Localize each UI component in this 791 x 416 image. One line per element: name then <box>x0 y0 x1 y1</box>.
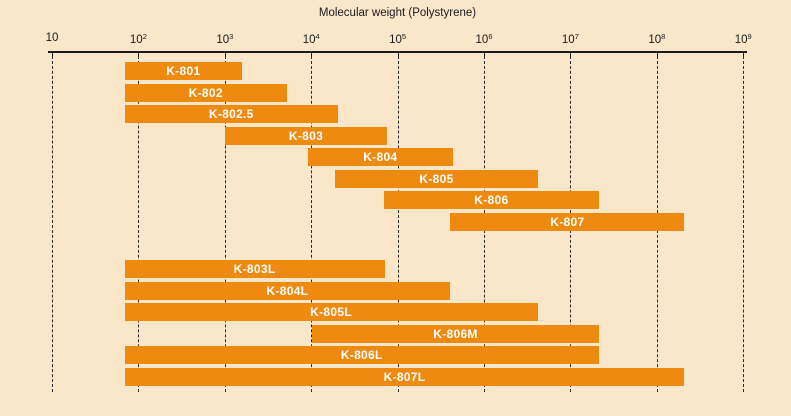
vertical-gridline <box>138 56 140 392</box>
bar-label: K-807 <box>550 214 585 229</box>
mw-range-bar: K-802.5 <box>124 105 338 123</box>
x-axis-tick-label: 102 <box>129 32 147 46</box>
x-axis-tick-mark <box>570 53 572 58</box>
x-axis-tick-mark <box>224 53 226 58</box>
x-axis-tick-mark <box>484 53 485 58</box>
vertical-gridline <box>224 56 226 392</box>
bar-label: K-802 <box>188 85 223 100</box>
bar-label: K-803 <box>288 128 324 143</box>
bar-label: K-804L <box>266 283 309 298</box>
mw-range-bar: K-805L <box>124 303 538 321</box>
mw-range-bar: K-804L <box>124 281 451 300</box>
mw-range-bar: K-802 <box>124 83 287 102</box>
chart-title: Molecular weight (Polystyrene) <box>318 7 477 19</box>
x-axis-tick-label: 107 <box>561 32 579 46</box>
x-axis-line <box>48 51 747 53</box>
vertical-gridline <box>397 56 399 392</box>
x-axis-tick-label: 103 <box>216 32 234 46</box>
mw-range-bar: K-803L <box>124 260 385 278</box>
x-axis-tick-mark <box>52 53 53 58</box>
bar-label: K-803L <box>233 262 276 276</box>
vertical-gridline <box>743 56 745 392</box>
bar-label: K-805L <box>310 305 352 319</box>
mw-range-bar: K-806L <box>124 346 599 364</box>
mw-range-bar: K-806 <box>383 191 599 209</box>
x-axis-tick-mark <box>397 53 399 58</box>
bar-label: K-806 <box>474 193 509 207</box>
mw-range-bar: K-803 <box>224 126 388 145</box>
bar-label: K-805 <box>419 171 454 186</box>
mw-range-bar: K-804 <box>307 148 453 166</box>
mw-range-bar: K-801 <box>124 62 243 80</box>
vertical-gridline <box>311 56 313 392</box>
x-axis-tick-mark <box>138 53 140 58</box>
mw-range-bar: K-805 <box>335 169 538 188</box>
bar-label: K-801 <box>166 64 201 78</box>
bar-label: K-804 <box>363 150 398 164</box>
bar-label: K-802.5 <box>208 107 254 121</box>
vertical-gridline <box>52 56 53 392</box>
x-axis-tick-mark <box>311 53 313 58</box>
x-axis-tick-label: 106 <box>475 32 493 46</box>
x-axis-tick-label: 10 <box>45 32 59 44</box>
x-axis-tick-label: 108 <box>648 32 666 46</box>
mw-range-bar: K-806M <box>312 324 599 343</box>
x-axis-tick-label: 104 <box>302 32 320 46</box>
x-axis-tick-mark <box>743 53 745 58</box>
bar-label: K-806M <box>433 326 478 341</box>
mw-range-bar: K-807L <box>124 367 685 386</box>
bar-label: K-806L <box>340 348 383 362</box>
mw-range-bar: K-807 <box>450 212 685 231</box>
x-axis-tick-label: 109 <box>734 32 752 46</box>
bar-label: K-807L <box>383 369 426 384</box>
x-axis-tick-mark <box>656 53 658 58</box>
x-axis-tick-label: 105 <box>389 32 407 46</box>
